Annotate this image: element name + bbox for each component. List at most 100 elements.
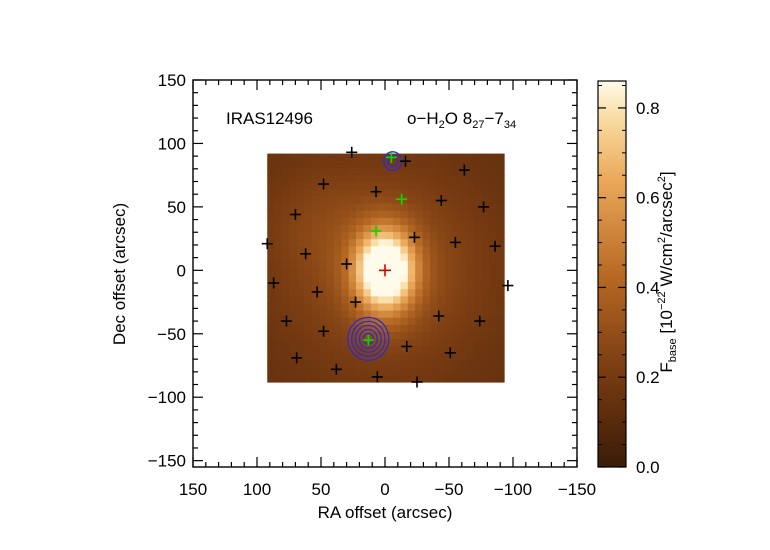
map-pixel xyxy=(363,232,372,240)
map-pixel xyxy=(452,282,461,290)
map-pixel xyxy=(356,153,365,162)
map-pixel xyxy=(326,296,335,305)
map-pixel xyxy=(333,217,342,226)
map-pixel xyxy=(319,353,328,362)
map-pixel xyxy=(407,175,416,183)
y-tick-label: 150 xyxy=(158,71,186,90)
map-pixel xyxy=(304,153,313,162)
map-pixel xyxy=(356,274,365,283)
map-pixel xyxy=(333,303,342,312)
map-pixel xyxy=(341,189,350,198)
map-pixel xyxy=(274,317,283,326)
map-pixel xyxy=(467,153,476,162)
map-pixel xyxy=(400,317,409,326)
map-pixel xyxy=(467,282,476,290)
map-pixel xyxy=(415,303,424,312)
map-pixel xyxy=(437,182,446,190)
y-tick-label: 50 xyxy=(167,198,186,217)
map-pixel xyxy=(333,353,342,362)
map-pixel xyxy=(422,167,431,176)
map-pixel xyxy=(311,210,320,219)
map-pixel xyxy=(407,317,416,326)
map-pixel xyxy=(363,260,372,269)
map-pixel xyxy=(267,175,276,183)
map-pixel xyxy=(452,167,461,176)
map-pixel xyxy=(400,353,409,362)
map-pixel xyxy=(459,196,468,205)
map-pixel xyxy=(400,303,409,312)
map-pixel xyxy=(444,239,453,247)
map-pixel xyxy=(341,182,350,190)
map-pixel xyxy=(348,332,357,340)
map-pixel xyxy=(311,160,320,169)
spaxel-marker xyxy=(318,178,330,190)
map-pixel xyxy=(385,175,394,183)
map-pixel xyxy=(422,239,431,247)
map-pixel xyxy=(481,339,490,347)
map-pixel xyxy=(452,260,461,269)
map-pixel xyxy=(452,246,461,255)
map-pixel xyxy=(459,367,468,376)
map-pixel xyxy=(319,374,328,383)
map-pixel xyxy=(282,210,291,219)
map-pixel xyxy=(267,332,276,340)
map-pixel xyxy=(296,324,305,333)
map-pixel xyxy=(333,153,342,162)
map-pixel xyxy=(444,317,453,326)
map-pixel xyxy=(282,346,291,355)
map-pixel xyxy=(496,182,505,190)
map-pixel xyxy=(415,346,424,355)
map-pixel xyxy=(356,296,365,305)
map-pixel xyxy=(496,324,505,333)
map-pixel xyxy=(363,274,372,283)
map-pixel xyxy=(407,210,416,219)
map-pixel xyxy=(393,310,402,319)
map-pixel xyxy=(274,282,283,290)
map-pixel xyxy=(407,189,416,198)
map-pixel xyxy=(385,353,394,362)
map-pixel xyxy=(267,317,276,326)
map-pixel xyxy=(385,203,394,212)
map-pixel xyxy=(267,310,276,319)
colorbar-tick-label: 0.2 xyxy=(636,368,660,387)
map-pixel xyxy=(378,160,387,169)
map-pixel xyxy=(311,260,320,269)
map-pixel xyxy=(311,203,320,212)
map-pixel xyxy=(378,182,387,190)
map-pixel xyxy=(370,182,379,190)
map-pixel xyxy=(296,289,305,297)
map-pixel xyxy=(489,267,498,276)
map-pixel xyxy=(348,232,357,240)
map-pixel xyxy=(430,160,439,169)
spaxel-marker xyxy=(399,155,411,167)
map-pixel xyxy=(333,374,342,383)
map-pixel xyxy=(282,339,291,347)
map-pixel xyxy=(356,167,365,176)
y-axis-label: Dec offset (arcsec) xyxy=(110,203,129,345)
map-pixel xyxy=(407,246,416,255)
map-pixel xyxy=(385,182,394,190)
map-pixel xyxy=(385,289,394,297)
map-pixel xyxy=(474,332,483,340)
map-pixel xyxy=(289,374,298,383)
map-pixel xyxy=(489,167,498,176)
map-pixel xyxy=(496,196,505,205)
map-pixel xyxy=(267,210,276,219)
map-pixel xyxy=(370,274,379,283)
map-pixel xyxy=(289,260,298,269)
map-pixel xyxy=(467,367,476,376)
map-pixel xyxy=(267,289,276,297)
map-pixel xyxy=(422,175,431,183)
map-pixel xyxy=(356,232,365,240)
colorbar-label: Fbase [10−22 W/cm2/arcsec2] xyxy=(656,171,679,372)
map-pixel xyxy=(333,296,342,305)
map-pixel xyxy=(304,253,313,262)
map-pixel xyxy=(341,267,350,276)
y-tick-label: −100 xyxy=(148,388,186,407)
map-pixel xyxy=(459,246,468,255)
map-pixel xyxy=(452,196,461,205)
map-pixel xyxy=(467,374,476,383)
map-pixel xyxy=(333,232,342,240)
map-pixel xyxy=(430,189,439,198)
map-pixel xyxy=(363,196,372,205)
